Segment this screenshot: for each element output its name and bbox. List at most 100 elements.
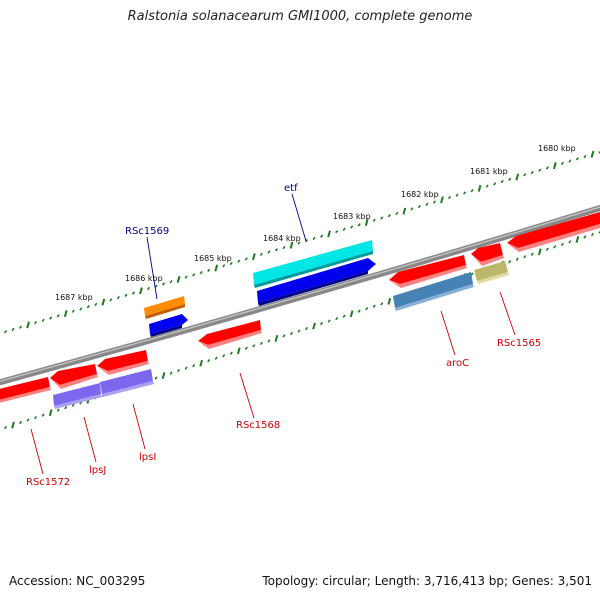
minor-tick [259,252,263,257]
minor-tick [19,420,23,425]
minor-tick [192,273,196,277]
minor-tick [177,368,181,373]
cds-right-edge[interactable] [507,212,600,248]
minor-tick [26,418,30,422]
callout-lpsj [83,416,97,463]
major-tick [176,275,181,283]
minor-tick [41,318,45,323]
cds-lpsj-purple[interactable] [53,383,101,406]
cds-lpsi-red[interactable] [97,350,148,371]
minor-tick [274,248,278,252]
major-tick [349,310,354,318]
minor-tick [71,309,75,313]
minor-tick [34,415,38,420]
minor-tick [335,229,339,234]
minor-tick [575,157,579,161]
major-tick [537,248,542,256]
minor-tick [425,202,429,207]
major-tick [236,347,241,355]
major-tick [440,196,444,204]
scale-label: 1686 kbp [125,274,163,283]
callout-lines [30,193,516,475]
major-tick [327,230,331,238]
minor-tick [485,184,489,188]
scale-label: 1682 kbp [401,190,439,199]
gene-label-rsc1569: RSc1569 [125,226,169,237]
accession-label: Accession: NC_003295 [9,574,146,588]
minor-tick [169,279,173,284]
minor-tick [508,177,512,181]
major-tick [552,162,557,170]
gene-label-rsc1572: RSc1572 [26,477,70,488]
minor-tick [297,241,301,245]
minor-tick [94,302,98,307]
major-tick [199,359,204,367]
minor-tick [523,173,527,177]
cds-aroc-steel[interactable] [393,272,473,308]
scale-label: 1687 kbp [55,293,93,302]
cds-lpsj-red[interactable] [50,364,97,385]
map-title: Ralstonia solanacearum GMI1000, complete… [127,9,473,24]
scale-label: 1685 kbp [194,254,232,263]
gene-label-lpsi: lpsI [139,452,156,463]
minor-tick [560,242,564,247]
minor-tick [86,305,90,309]
callout-rsc1568 [239,372,255,419]
cds-rsc1565-khaki[interactable] [474,261,508,281]
minor-tick [282,245,286,250]
minor-tick [372,218,376,222]
major-tick [387,297,392,305]
minor-tick [470,188,474,193]
minor-tick [267,250,271,254]
minor-tick [192,363,196,368]
minor-tick [131,291,135,295]
callout-aroc [440,310,456,356]
cds-etf-cyan[interactable] [253,240,373,285]
minor-tick [252,344,256,348]
reverse-strand-features [0,212,600,409]
major-tick [161,372,166,380]
minor-tick [342,314,346,318]
cds-aroc-red[interactable] [389,255,466,284]
gene-label-lpsj: lpsJ [89,465,106,476]
minor-tick [530,252,534,256]
minor-tick [3,425,8,430]
minor-tick [515,257,519,261]
minor-tick [410,207,414,211]
minor-tick [568,159,572,163]
minor-tick [56,408,60,412]
minor-tick [372,304,376,308]
major-tick [274,334,279,342]
minor-tick [538,168,542,172]
major-tick [139,287,143,295]
minor-tick [297,329,301,333]
cds-etf-blue[interactable] [257,258,376,303]
minor-tick [417,204,421,209]
minor-tick [380,216,384,220]
genome-backbone-highlight [0,206,600,382]
minor-tick [19,325,23,329]
minor-tick [447,195,452,200]
cds-rsc1568[interactable] [198,320,261,345]
minor-tick [523,255,527,259]
cds-rsc1565-red[interactable] [471,243,503,262]
forward-strand-features [144,240,376,337]
minor-tick [229,351,233,355]
scale-labels: 1680 kbp 1681 kbp 1682 kbp 1683 kbp 1684… [55,144,576,302]
minor-tick [71,403,75,407]
minor-tick [342,227,346,232]
major-tick [48,409,53,417]
minor-tick [493,182,497,186]
minor-tick [222,354,226,358]
major-tick [477,184,482,192]
cds-rsc1569-blue[interactable] [149,314,188,334]
minor-tick [387,214,391,218]
minor-tick [282,334,286,338]
minor-tick [357,309,361,313]
callout-rsc1565 [499,291,516,336]
cds-rsc1572[interactable] [0,377,50,401]
cds-rsc1569-orange[interactable] [144,296,185,316]
scale-label: 1681 kbp [470,167,508,176]
cds-lpsi-purple[interactable] [100,369,153,394]
